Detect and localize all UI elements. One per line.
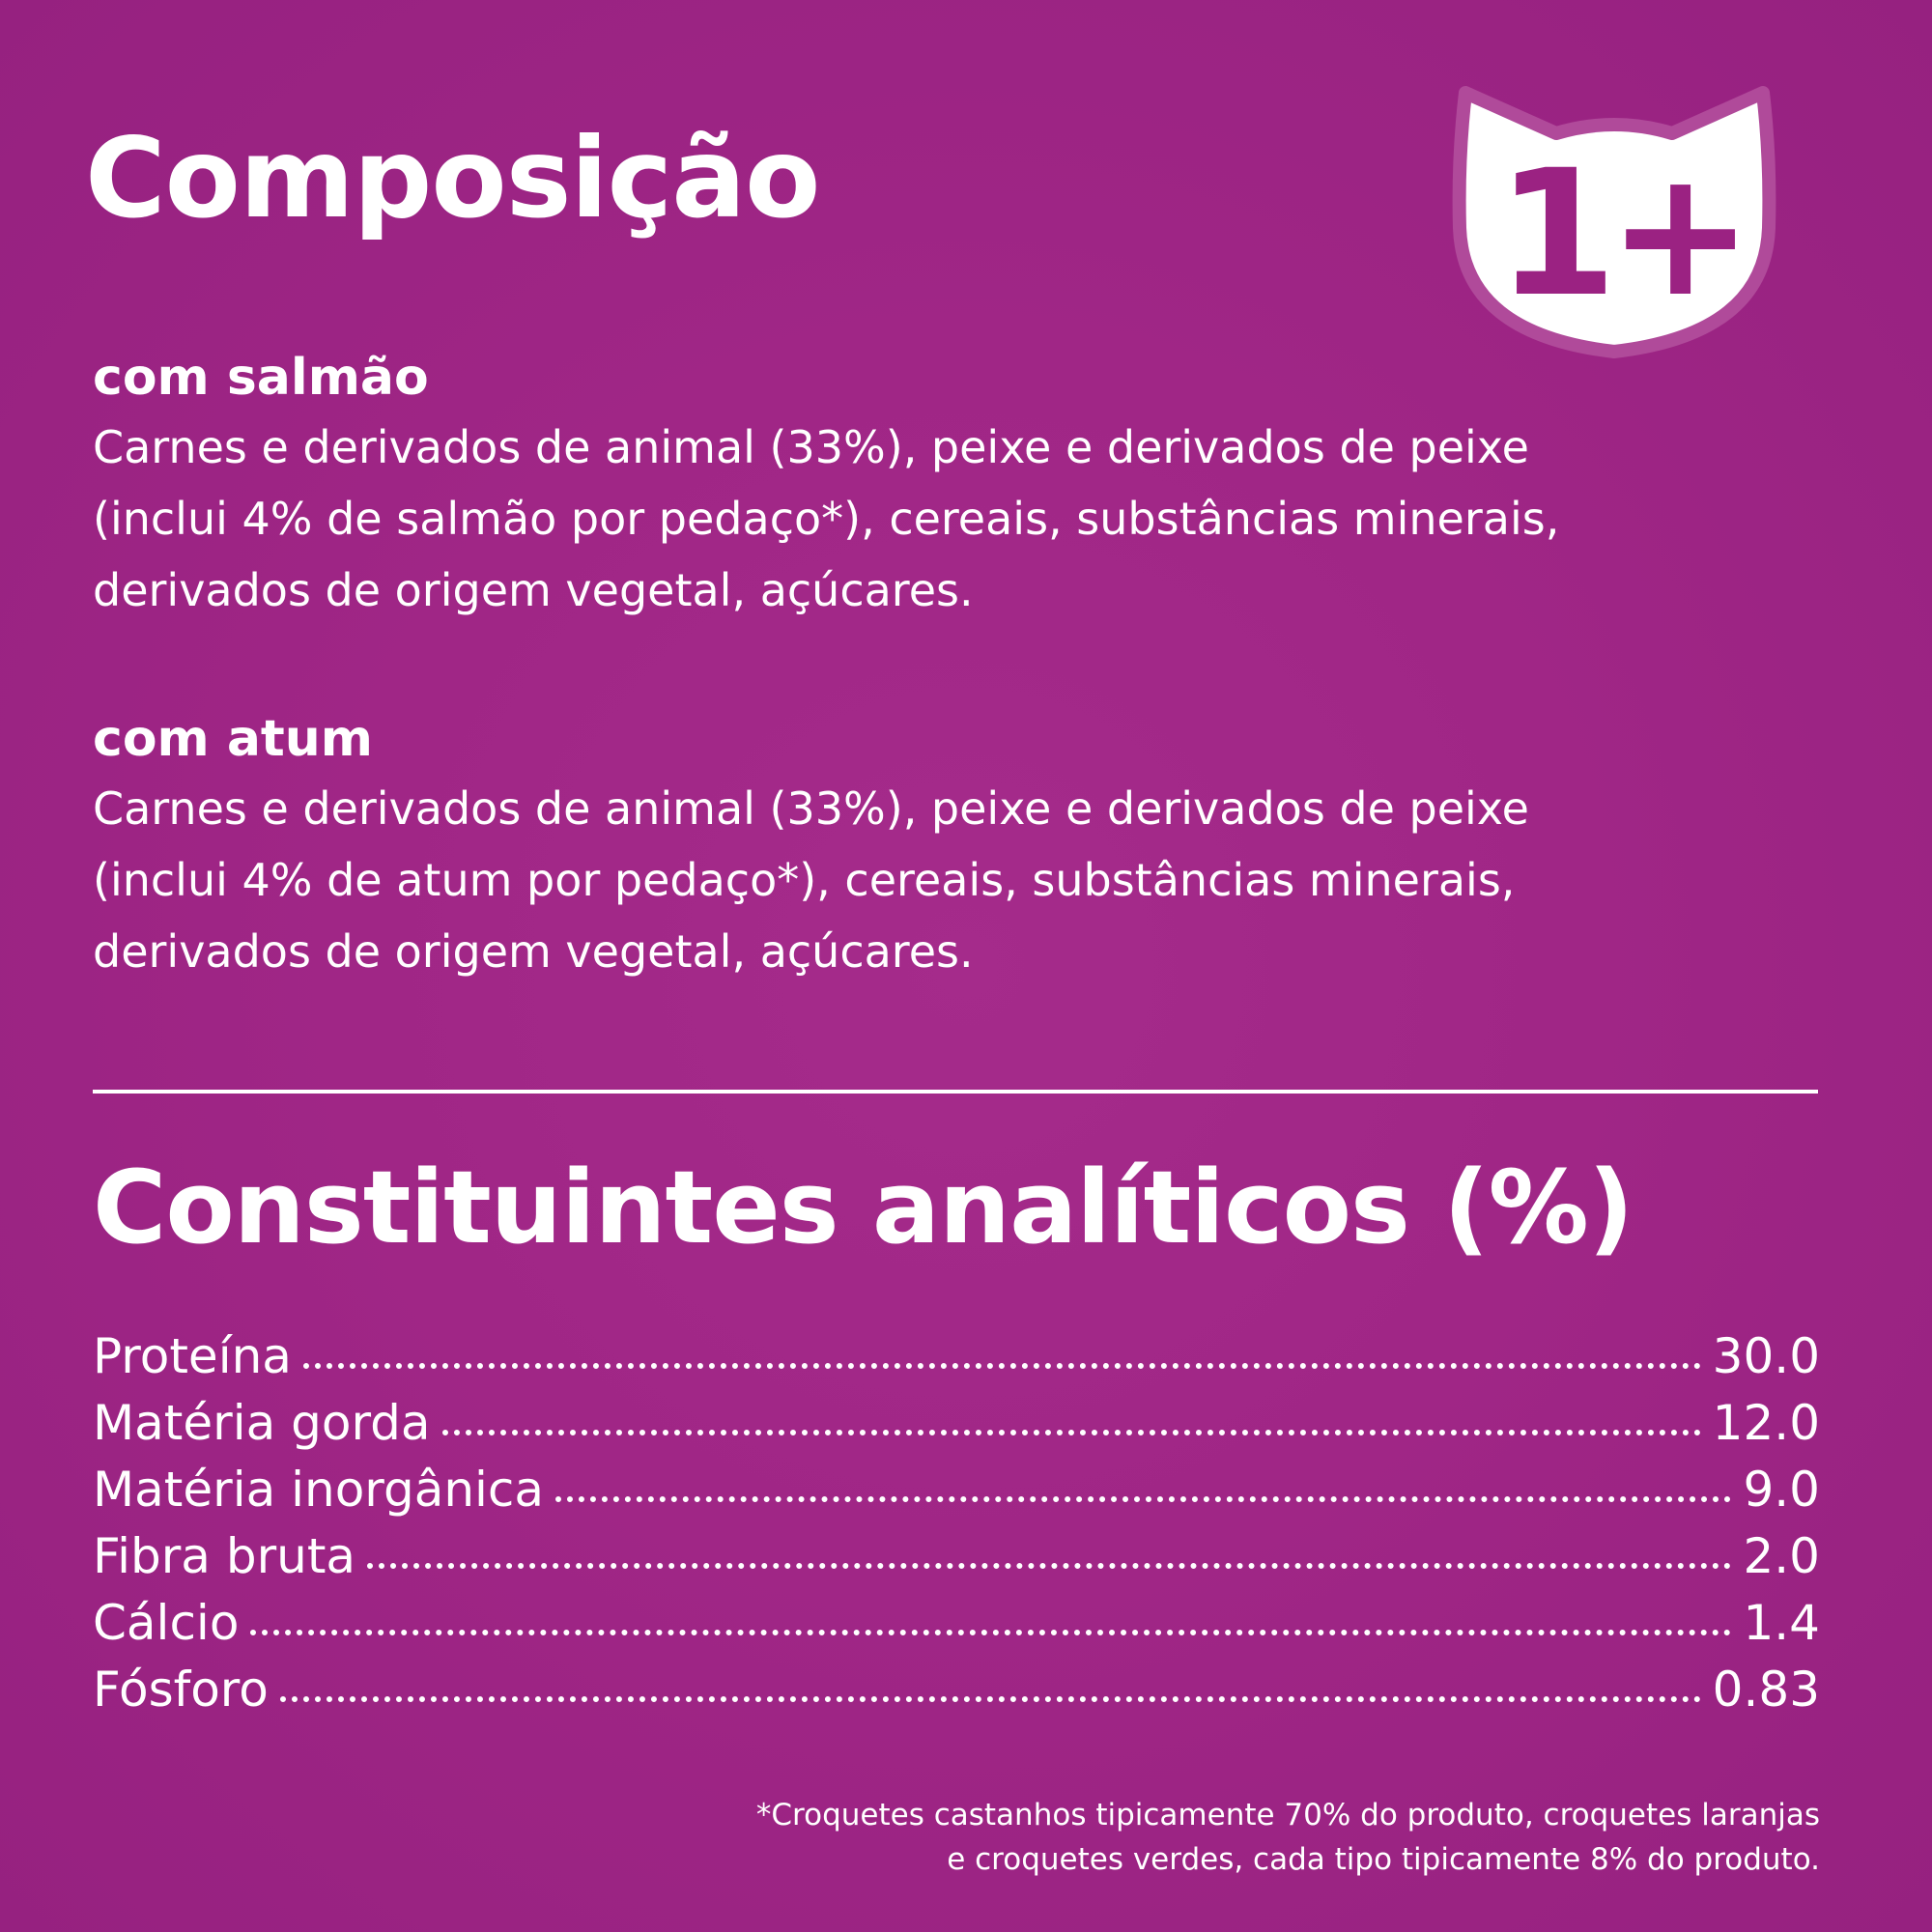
footnote: *Croquetes castanhos tipicamente 70% do … (755, 1798, 1820, 1877)
constituent-row: Matéria inorgânica 9.0 (93, 1457, 1820, 1523)
dot-leader (302, 1363, 1701, 1369)
cat-head-shape (1452, 86, 1776, 358)
constituent-value: 0.83 (1712, 1662, 1820, 1718)
constituent-value: 2.0 (1743, 1528, 1820, 1584)
dot-leader (441, 1430, 1701, 1435)
constituent-label: Fibra bruta (93, 1528, 356, 1584)
dot-leader (250, 1630, 1732, 1635)
section-heading-tuna: com atum (93, 710, 373, 768)
constituent-label: Matéria gorda (93, 1395, 431, 1451)
constituent-row: Proteína 30.0 (93, 1323, 1820, 1390)
section-text-tuna: Carnes e derivados de animal (33%), peix… (93, 782, 1529, 978)
constituent-label: Cálcio (93, 1595, 240, 1651)
constituent-value: 12.0 (1712, 1395, 1820, 1451)
constituent-label: Matéria inorgânica (93, 1462, 545, 1518)
constituent-label: Fósforo (93, 1662, 269, 1718)
constituent-value: 1.4 (1743, 1595, 1820, 1651)
ingredients-salmon: com salmão Carnes e derivados de animal … (93, 344, 1822, 626)
constituent-label: Proteína (93, 1328, 292, 1384)
dot-leader (555, 1496, 1732, 1502)
constituent-row: Fibra bruta 2.0 (93, 1523, 1820, 1590)
composition-title: Composição (85, 114, 820, 242)
analytical-constituents-title: Constituintes analíticos (%) (93, 1149, 1634, 1266)
age-badge-label: 1+ (1496, 133, 1744, 335)
cat-head-icon: 1+ (1452, 86, 1776, 358)
analytical-constituents-table: Proteína 30.0 Matéria gorda 12.0 Matéria… (93, 1323, 1820, 1723)
constituent-value: 30.0 (1712, 1328, 1820, 1384)
constituent-row: Cálcio 1.4 (93, 1590, 1820, 1657)
dot-leader (279, 1696, 1701, 1702)
section-text-salmon: Carnes e derivados de animal (33%), peix… (93, 421, 1560, 616)
constituent-row: Matéria gorda 12.0 (93, 1390, 1820, 1457)
ingredients-tuna: com atum Carnes e derivados de animal (3… (93, 705, 1822, 987)
divider (93, 1090, 1818, 1094)
constituent-row: Fósforo 0.83 (93, 1657, 1820, 1723)
dot-leader (367, 1563, 1732, 1569)
constituent-value: 9.0 (1743, 1462, 1820, 1518)
section-heading-salmon: com salmão (93, 349, 429, 407)
